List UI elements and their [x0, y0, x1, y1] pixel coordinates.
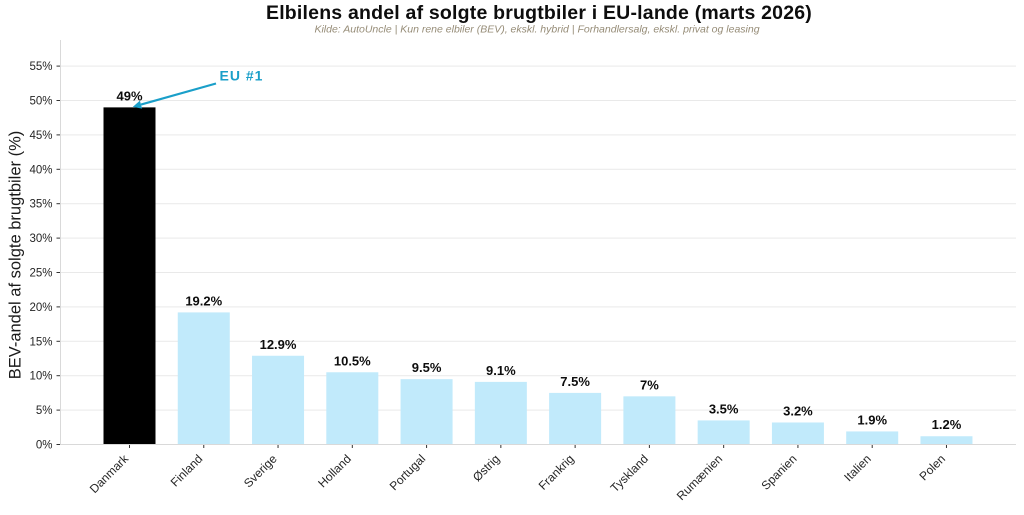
svg-text:10.5%: 10.5% — [334, 353, 371, 368]
svg-text:40%: 40% — [29, 164, 52, 176]
svg-text:55%: 55% — [29, 61, 52, 73]
svg-text:EU #1: EU #1 — [220, 68, 264, 84]
svg-text:0%: 0% — [36, 440, 53, 452]
svg-text:25%: 25% — [29, 268, 52, 280]
svg-text:Elbilens andel af solgte brugt: Elbilens andel af solgte brugtbiler i EU… — [266, 2, 812, 24]
svg-text:50%: 50% — [29, 96, 52, 108]
svg-text:1.2%: 1.2% — [932, 417, 962, 432]
svg-text:BEV-andel af solgte brugtbiler: BEV-andel af solgte brugtbiler (%) — [7, 131, 25, 380]
svg-text:1.9%: 1.9% — [857, 412, 887, 427]
svg-text:3.2%: 3.2% — [783, 403, 813, 418]
svg-text:12.9%: 12.9% — [260, 337, 297, 352]
svg-text:5%: 5% — [36, 405, 53, 417]
svg-text:20%: 20% — [29, 302, 52, 314]
svg-text:35%: 35% — [29, 199, 52, 211]
svg-text:7%: 7% — [640, 377, 659, 392]
svg-text:9.5%: 9.5% — [412, 360, 442, 375]
svg-text:45%: 45% — [29, 130, 52, 142]
svg-text:49%: 49% — [116, 88, 142, 103]
svg-text:10%: 10% — [29, 371, 52, 383]
svg-text:Kilde: AutoUncle | Kun rene el: Kilde: AutoUncle | Kun rene elbiler (BEV… — [314, 24, 759, 36]
svg-text:7.5%: 7.5% — [560, 374, 590, 389]
svg-text:30%: 30% — [29, 233, 52, 245]
svg-text:15%: 15% — [29, 336, 52, 348]
svg-text:19.2%: 19.2% — [185, 293, 222, 308]
svg-text:3.5%: 3.5% — [709, 401, 739, 416]
svg-text:9.1%: 9.1% — [486, 363, 516, 378]
